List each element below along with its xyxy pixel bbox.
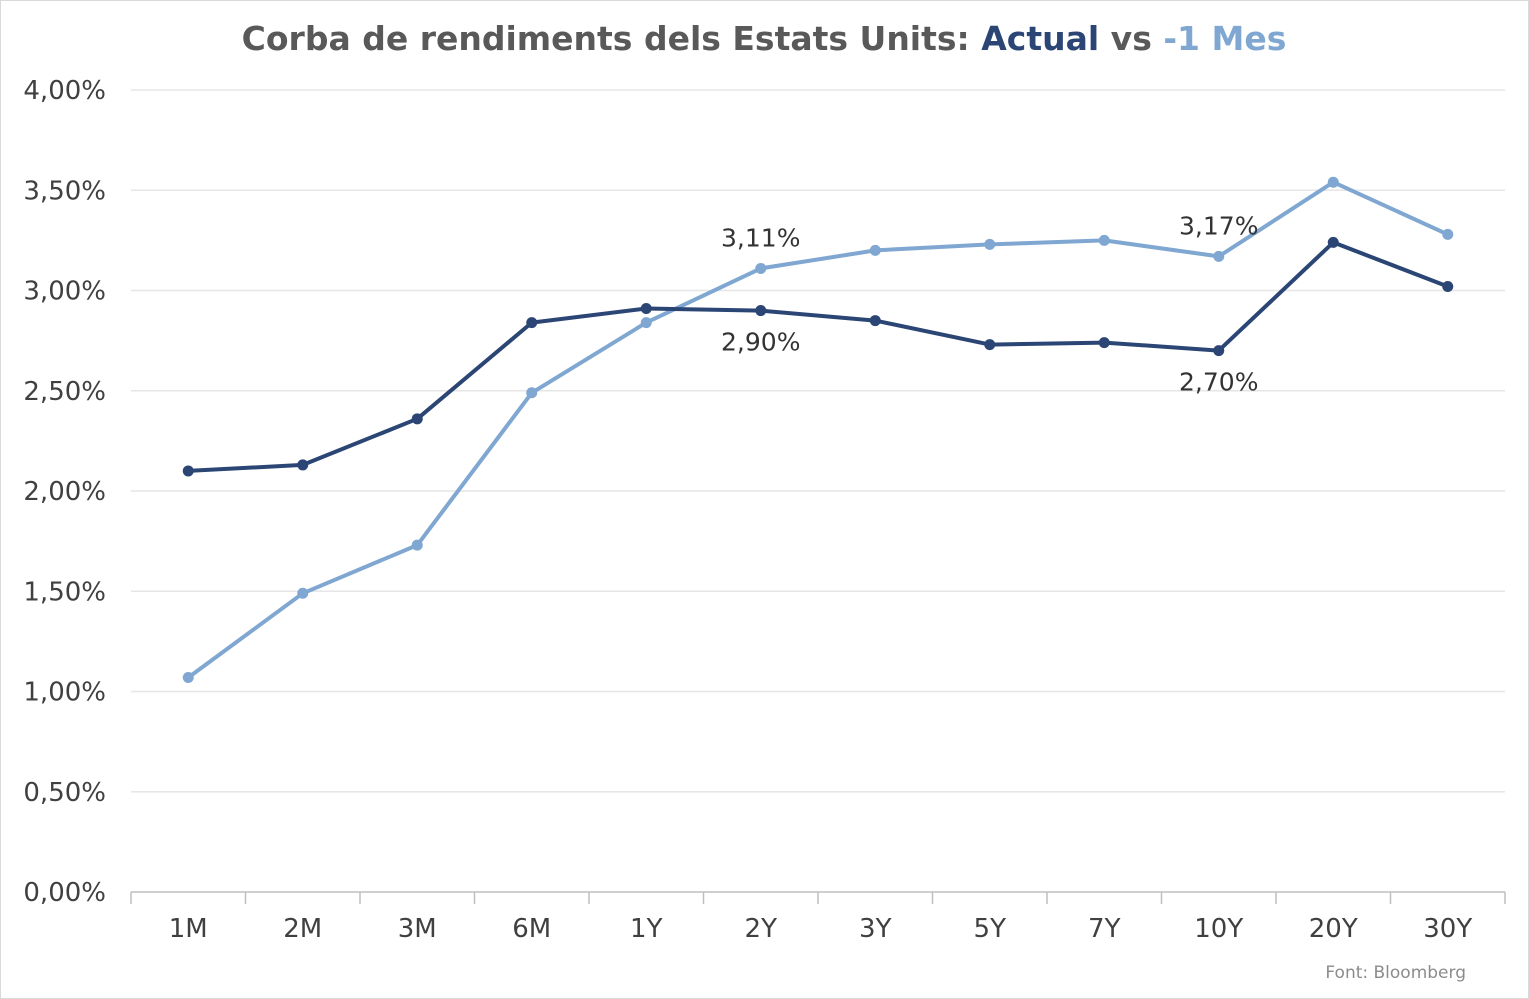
point-prev [297, 587, 309, 599]
x-tick-label: 3M [398, 914, 437, 944]
x-tick-label: 1Y [630, 914, 663, 944]
x-tick-label: 10Y [1194, 914, 1243, 944]
title-part-0: Corba de rendiments dels Estats Units: [242, 19, 982, 58]
point-prev [182, 671, 194, 683]
x-tick-label: 7Y [1088, 914, 1121, 944]
point-actual [755, 305, 767, 317]
y-tick-label: 0,50% [23, 778, 106, 808]
y-tick-label: 3,00% [23, 277, 106, 307]
x-tick-label: 30Y [1423, 914, 1472, 944]
title-part-1: Actual [981, 19, 1099, 58]
title-part-3: -1 Mes [1163, 19, 1286, 58]
data-label: 3,11% [721, 223, 800, 252]
point-actual [1098, 337, 1110, 349]
point-actual [411, 413, 423, 425]
x-tick-label: 6M [512, 914, 551, 944]
y-tick-label: 0,00% [23, 878, 106, 908]
chart-title: Corba de rendiments dels Estats Units: A… [242, 19, 1287, 58]
point-actual [1442, 280, 1454, 292]
point-actual [182, 465, 194, 477]
point-actual [526, 317, 538, 329]
point-actual [1327, 236, 1339, 248]
x-tick-label: 1M [169, 914, 208, 944]
y-tick-label: 3,50% [23, 176, 106, 206]
point-prev [1213, 250, 1225, 262]
y-tick-label: 4,00% [23, 76, 106, 106]
y-tick-label: 1,50% [23, 577, 106, 607]
point-prev [526, 387, 538, 399]
gridlines [131, 89, 1505, 793]
x-tick-label: 2M [283, 914, 322, 944]
point-prev [984, 238, 996, 250]
point-prev [755, 262, 767, 274]
point-prev [640, 317, 652, 329]
point-actual [984, 339, 996, 351]
x-tick-label: 2Y [745, 914, 778, 944]
y-tick-label: 2,00% [23, 477, 106, 507]
x-tick-label: 20Y [1309, 914, 1358, 944]
data-label: 2,70% [1179, 368, 1258, 397]
point-prev [1442, 228, 1454, 240]
x-tick-label: 5Y [974, 914, 1007, 944]
y-tick-label: 1,00% [23, 678, 106, 708]
point-actual [1213, 345, 1225, 357]
point-actual [869, 315, 881, 327]
x-tick-label: 3Y [859, 914, 892, 944]
source-note: Font: Bloomberg [1325, 963, 1466, 983]
data-label: 2,90% [721, 328, 800, 357]
y-tick-label: 2,50% [23, 377, 106, 407]
data-label: 3,17% [1179, 211, 1258, 240]
y-axis: 0,00% 0,50% 1,00% 1,50% 2,00% 2,50% 3,00% 3,50%… [23, 76, 106, 908]
point-actual [640, 303, 652, 315]
series-layer [182, 176, 1454, 683]
series-line-actual [186, 240, 1450, 473]
point-prev [869, 244, 881, 256]
point-prev [411, 539, 423, 551]
title-part-2: vs [1099, 19, 1163, 58]
data-labels: 3,11% 3,17% 2,90% 2,70% [721, 211, 1258, 396]
x-axis: 1M 2M 3M 6M 1Y 2Y 3Y 5Y 7Y 10Y 20Y 30Y [130, 891, 1506, 944]
point-actual [297, 459, 309, 471]
point-prev [1098, 234, 1110, 246]
point-prev [1327, 176, 1339, 188]
series-line-prev [186, 180, 1450, 680]
